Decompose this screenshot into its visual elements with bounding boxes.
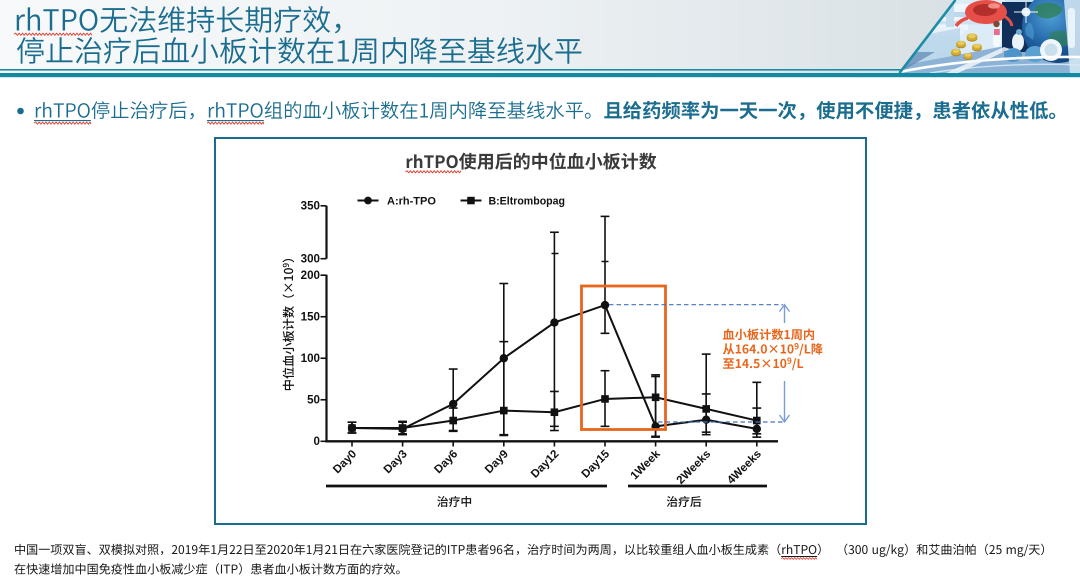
svg-text:350: 350 [301,200,320,213]
svg-text:100: 100 [301,352,320,365]
svg-text:B:Eltrombopag: B:Eltrombopag [489,196,566,208]
svg-text:50: 50 [307,394,320,407]
svg-text:0: 0 [314,435,320,448]
svg-text:200: 200 [301,269,320,282]
svg-text:300: 300 [301,253,320,266]
svg-text:150: 150 [301,311,320,324]
svg-text:A:rh-TPO: A:rh-TPO [387,196,436,208]
